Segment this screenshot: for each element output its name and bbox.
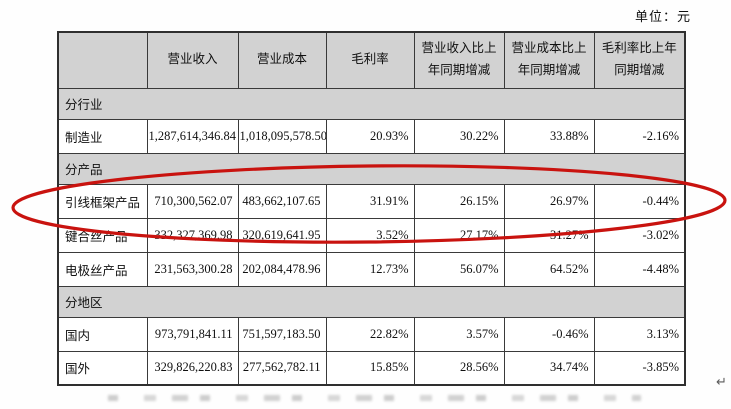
row-label: 国外 [57,350,148,386]
table-cell: -3.02% [593,217,686,253]
table-cell: 64.52% [503,251,595,287]
column-header: 营业收入比上年同期增减 [413,31,505,89]
table-cell: 12.73% [325,251,415,287]
table-cell: 31.27% [503,217,595,253]
data-row: 国内 973,791,841.11 751,597,183.50 22.82% 3.57… [57,316,686,352]
table-cell: 277,562,782.11 [237,350,327,386]
table-cell: 27.17% [413,217,505,253]
table-cell: 20.93% [325,118,415,154]
column-header: 营业成本 [237,31,327,89]
data-row: 引线框架产品 710,300,562.07 483,662,107.65 31.91%… [57,183,686,219]
section-row: 分行业 [57,87,686,120]
table-cell: 15.85% [325,350,415,386]
paragraph-return-mark: ↵ [716,375,727,390]
table-cell: 710,300,562.07 [146,183,239,219]
row-label: 国内 [57,316,148,352]
table-cell: 26.97% [503,183,595,219]
table-cell: 332,327,369.98 [146,217,239,253]
table-cell: 483,662,107.65 [237,183,327,219]
table-cell: 202,084,478.96 [237,251,327,287]
column-header: 毛利率 [325,31,415,89]
table-cell: 3.13% [593,316,686,352]
table-cell: 33.88% [503,118,595,154]
table-cell: -0.44% [593,183,686,219]
table-cell: 1,287,614,346.84 [146,118,239,154]
table-cell: 751,597,183.50 [237,316,327,352]
column-header: 营业成本比上年同期增减 [503,31,595,89]
row-label: 引线框架产品 [57,183,148,219]
unit-label: 单位：元 [634,9,691,24]
section-label: 分地区 [57,285,686,318]
blurred-text-artifact [96,395,641,401]
table-cell: 3.52% [325,217,415,253]
table-body: 分行业 制造业 1,287,614,346.84 1,018,095,578.50 20… [57,87,686,386]
table-cell: 329,826,220.83 [146,350,239,386]
section-label: 分行业 [57,87,686,120]
table-cell: 231,563,300.28 [146,251,239,287]
data-row: 国外 329,826,220.83 277,562,782.11 15.85% 28.5… [57,350,686,386]
table-cell: 30.22% [413,118,505,154]
column-header: 营业收入 [146,31,239,89]
row-label: 制造业 [57,118,148,154]
corner-header-cell [57,31,148,89]
data-row: 电极丝产品 231,563,300.28 202,084,478.96 12.73% 5… [57,251,686,287]
row-label: 电极丝产品 [57,251,148,287]
table-header-row: 营业收入 营业成本 毛利率 营业收入比上年同期增减 营业成本比上年同期增减 毛利率比上年同… [57,31,686,89]
table-cell: 31.91% [325,183,415,219]
table-cell: -2.16% [593,118,686,154]
table-cell: 22.82% [325,316,415,352]
row-label: 键合丝产品 [57,217,148,253]
table-cell: 28.56% [413,350,505,386]
table-cell: -3.85% [593,350,686,386]
table-cell: 26.15% [413,183,505,219]
table-cell: 320,619,641.95 [237,217,327,253]
column-header: 毛利率比上年同期增减 [593,31,686,89]
data-row: 键合丝产品 332,327,369.98 320,619,641.95 3.52% 27… [57,217,686,253]
table-cell: -0.46% [503,316,595,352]
section-row: 分产品 [57,152,686,185]
table-cell: 56.07% [413,251,505,287]
section-label: 分产品 [57,152,686,185]
section-row: 分地区 [57,285,686,318]
table-cell: -4.48% [593,251,686,287]
financial-segment-table: 营业收入 营业成本 毛利率 营业收入比上年同期增减 营业成本比上年同期增减 毛利率比上年同… [57,31,686,386]
table-cell: 973,791,841.11 [146,316,239,352]
table-cell: 3.57% [413,316,505,352]
table-cell: 34.74% [503,350,595,386]
table-cell: 1,018,095,578.50 [237,118,327,154]
data-row: 制造业 1,287,614,346.84 1,018,095,578.50 20.93… [57,118,686,154]
